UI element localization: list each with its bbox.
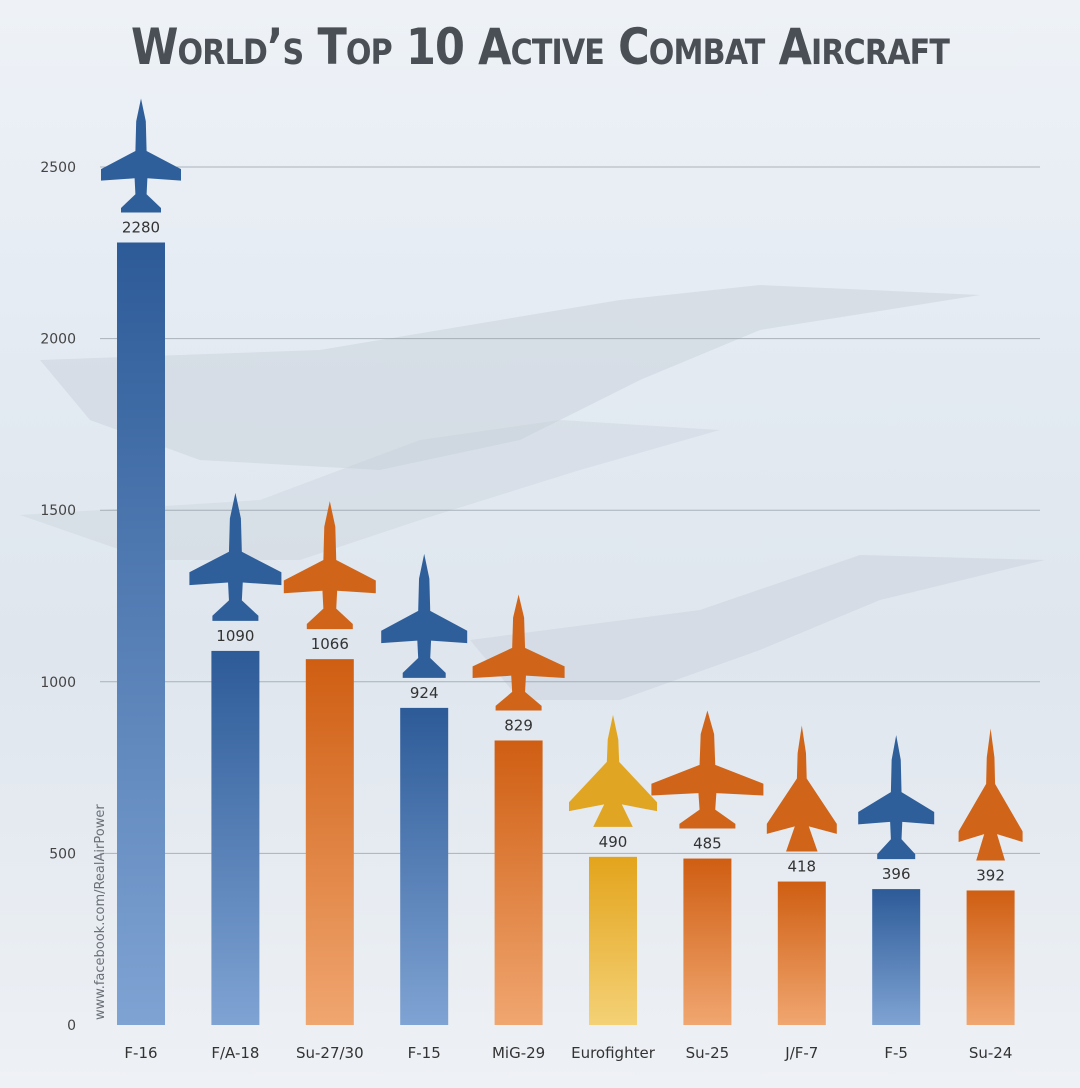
y-tick-label: 2500 xyxy=(40,160,76,176)
x-tick-label: F-15 xyxy=(408,1044,441,1062)
data-label: 1066 xyxy=(311,635,349,653)
data-label: 1090 xyxy=(216,627,254,645)
data-label: 2280 xyxy=(122,219,160,237)
background-jet-wing xyxy=(20,420,720,560)
bar-f-16 xyxy=(117,242,165,1025)
chart-title: World’s Top 10 Active Combat Aircraft xyxy=(130,18,950,76)
bar-f-15 xyxy=(400,707,449,1025)
y-tick-label: 0 xyxy=(67,1018,76,1034)
f16-jet-icon xyxy=(101,98,181,213)
data-label: 829 xyxy=(504,716,533,734)
bar-j-f-7 xyxy=(777,881,826,1025)
x-tick-label: F/A-18 xyxy=(211,1044,259,1062)
data-label: 924 xyxy=(410,684,439,702)
data-label: 490 xyxy=(599,833,628,851)
bar-f-a-18 xyxy=(211,650,260,1025)
x-tick-label: J/F-7 xyxy=(784,1044,818,1062)
x-tick-label: Eurofighter xyxy=(571,1044,656,1062)
x-tick-label: F-5 xyxy=(884,1044,908,1062)
su24-jet-icon xyxy=(958,728,1023,861)
eurofighter-jet-icon xyxy=(569,714,657,827)
y-tick-label: 2000 xyxy=(40,332,76,348)
bar-f-5 xyxy=(872,889,921,1025)
x-tick-label: F-16 xyxy=(124,1044,157,1062)
bar-eurofighter xyxy=(589,856,637,1025)
su25-jet-icon xyxy=(651,710,764,829)
bar-mig-29 xyxy=(494,740,543,1025)
bar-su-27-30 xyxy=(305,659,354,1025)
x-tick-label: Su-27/30 xyxy=(296,1044,364,1062)
x-tick-label: Su-25 xyxy=(686,1044,730,1062)
x-tick-label: Su-24 xyxy=(969,1044,1013,1062)
bar-su-25 xyxy=(683,858,732,1025)
jf7-jet-icon xyxy=(766,725,837,852)
f5-jet-icon xyxy=(858,735,935,860)
y-tick-label: 500 xyxy=(49,846,76,862)
y-tick-label: 1500 xyxy=(40,503,76,519)
mig29-jet-icon xyxy=(472,594,565,711)
bar-su-24 xyxy=(966,890,1015,1025)
y-tick-label: 1000 xyxy=(40,675,76,691)
f15-jet-icon xyxy=(381,553,468,678)
fa18-jet-icon xyxy=(189,492,282,621)
x-tick-label: MiG-29 xyxy=(492,1044,545,1062)
su27-jet-icon xyxy=(283,501,376,630)
data-label: 392 xyxy=(976,866,1005,884)
watermark-text: www.facebook.com/RealAirPower xyxy=(93,804,108,1020)
data-label: 418 xyxy=(787,858,816,876)
data-label: 396 xyxy=(882,865,911,883)
data-label: 485 xyxy=(693,835,722,853)
background-jet-silhouette xyxy=(40,285,980,470)
background-jet-silhouette-2 xyxy=(470,555,1045,700)
